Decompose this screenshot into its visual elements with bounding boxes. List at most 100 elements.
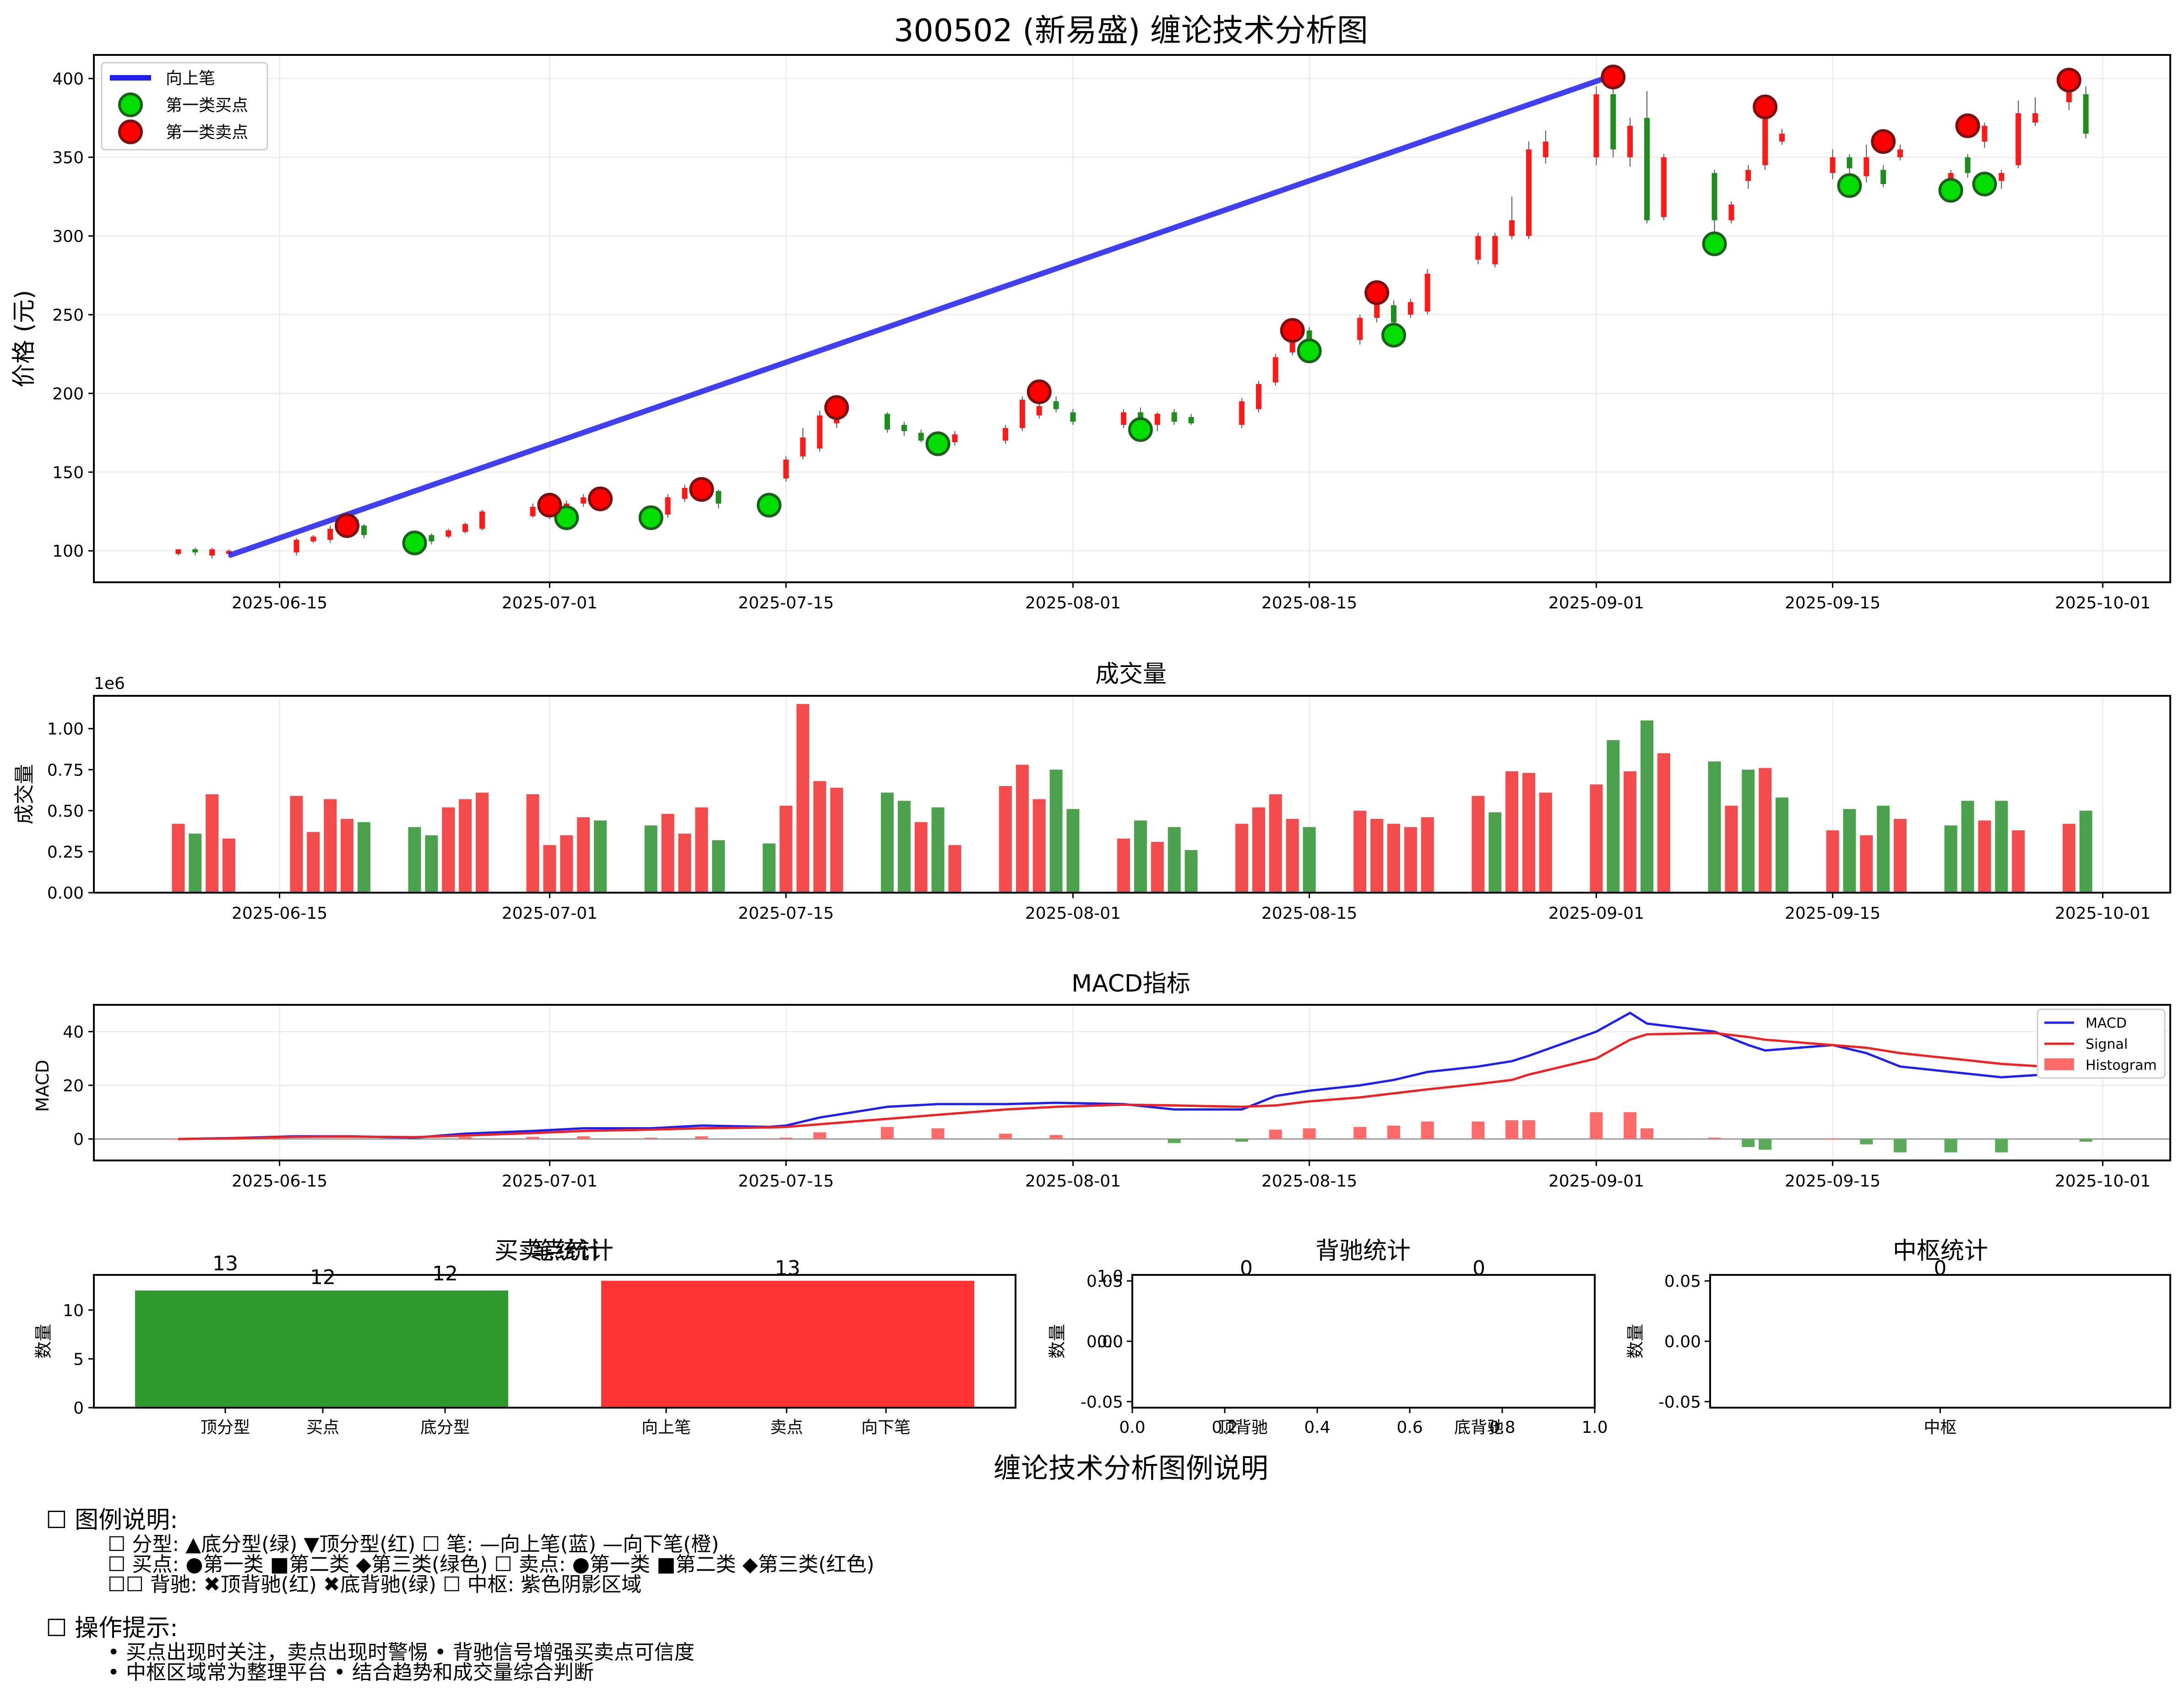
volume-xtick-label: 2025-08-01 xyxy=(1025,904,1121,923)
volume-bar xyxy=(2012,830,2025,893)
volume-bar xyxy=(1539,792,1552,893)
candle-body xyxy=(1728,204,1734,221)
volume-xtick-label: 2025-07-15 xyxy=(738,904,834,923)
stats-bar-value-label: 12 xyxy=(432,1262,458,1285)
macd-histogram-bar xyxy=(1387,1125,1400,1139)
stats-div-xtick-label: 0.8 xyxy=(1489,1418,1515,1437)
volume-bar xyxy=(1607,740,1620,893)
macd-histogram-bar xyxy=(1708,1138,1721,1139)
macd-legend-label: MACD xyxy=(2086,1015,2127,1031)
macd-title: MACD指标 xyxy=(1071,970,1190,997)
macd-histogram-bar xyxy=(290,1138,303,1139)
candle-body xyxy=(1188,417,1194,423)
legend-line-2: ☐ 买点: ●第一类 ■第二类 ◆第三类(绿色) ☐ 卖点: ●第一类 ■第二类… xyxy=(108,1553,875,1576)
price-legend-label: 向上笔 xyxy=(166,69,215,88)
price-ytick-label: 200 xyxy=(52,385,84,403)
buy-point-marker xyxy=(1128,417,1153,442)
macd-histogram-bar xyxy=(1759,1139,1772,1150)
buy-point-marker xyxy=(1381,323,1406,348)
macd-histogram-bar xyxy=(1742,1139,1755,1147)
ops-line-2: • 中枢区域常为整理平台 • 结合趋势和成交量综合判断 xyxy=(108,1661,594,1684)
stats-div-xtick-label: 1.0 xyxy=(1581,1418,1608,1437)
candle-body xyxy=(1762,110,1768,165)
stats-buy-bar xyxy=(135,1290,508,1408)
macd-ylabel: MACD xyxy=(33,1060,53,1112)
stats-div-value-label: 0 xyxy=(1472,1257,1485,1280)
volume-bar xyxy=(1877,806,1890,893)
volume-bar xyxy=(459,799,472,893)
volume-bar xyxy=(695,807,708,893)
stats-div-category-label: 顶背驰 xyxy=(1218,1418,1268,1437)
volume-bar xyxy=(1370,818,1384,893)
stats-zs-title: 中枢统计 xyxy=(1893,1237,1988,1265)
candle-body xyxy=(1627,125,1633,157)
macd-histogram-bar xyxy=(1353,1127,1367,1139)
stats-bar-ytick-label: 0 xyxy=(73,1399,84,1418)
volume-bar xyxy=(2079,810,2092,893)
candle-body xyxy=(1644,118,1650,221)
macd-histogram-bar xyxy=(880,1127,894,1139)
volume-ytick-label: 0.25 xyxy=(47,843,84,862)
price-ytick-label: 300 xyxy=(52,227,84,246)
candle-body xyxy=(479,511,485,529)
stats-bar-category-label: 向下笔 xyxy=(861,1418,911,1437)
candle-body xyxy=(1171,412,1177,422)
sell-point-marker xyxy=(1753,94,1778,119)
volume-bar xyxy=(1134,820,1147,893)
volume-bar xyxy=(307,832,320,893)
candle-body xyxy=(884,414,890,430)
sell-point-marker xyxy=(2056,68,2081,93)
candle-body xyxy=(1965,157,1971,173)
stats-bar-value-label: 13 xyxy=(775,1257,800,1280)
price-ytick-label: 100 xyxy=(52,542,84,561)
volume-bar xyxy=(290,796,303,893)
stats-zs-ylabel: 数量 xyxy=(1625,1324,1646,1359)
volume-bar xyxy=(712,840,725,893)
buy-point-marker xyxy=(638,505,663,531)
volume-xtick-label: 2025-09-01 xyxy=(1548,904,1644,923)
sell-point-marker xyxy=(689,477,714,502)
candle-body xyxy=(1711,173,1717,221)
volume-bar xyxy=(1168,827,1181,893)
macd-histogram-bar xyxy=(695,1136,708,1139)
volume-bar xyxy=(1353,810,1367,893)
volume-bar xyxy=(1978,820,1991,893)
volume-bar xyxy=(1894,818,1907,893)
volume-bar xyxy=(1151,841,1164,893)
price-legend-box xyxy=(101,62,268,151)
stats-div-ytick-label: 0.05 xyxy=(1087,1272,1123,1291)
macd-legend: MACD Signal Histogram xyxy=(2037,1008,2166,1079)
volume-bar xyxy=(543,845,556,893)
buy-point-marker xyxy=(925,431,951,456)
signal-line xyxy=(178,1032,2086,1140)
macd-histogram-bar xyxy=(1303,1128,1316,1139)
stats-zs-ytick-label: 0.00 xyxy=(1664,1333,1701,1351)
candle-body xyxy=(800,437,806,456)
macd-histogram-bar xyxy=(1944,1139,1957,1153)
volume-bar xyxy=(1269,794,1282,893)
legend-explanation: ☐ 图例说明: ☐ 分型: ▲底分型(绿) ▼顶分型(红) ☐ 笔: —向上笔(… xyxy=(46,1506,875,1702)
candle-body xyxy=(1863,157,1869,176)
stats-div-xtick-label: 0.6 xyxy=(1396,1418,1423,1437)
candle-body xyxy=(1036,406,1042,416)
candle-body xyxy=(682,488,688,499)
volume-bar xyxy=(1404,827,1417,893)
price-ytick-label: 250 xyxy=(52,306,84,325)
volume-bar xyxy=(1032,799,1046,893)
macd-legend-label: Histogram xyxy=(2086,1057,2157,1073)
volume-bar xyxy=(1303,827,1316,893)
price-panel: 价格 (元) 2025-06-15 2025-07-01 2025-07-15 202… xyxy=(11,54,2171,613)
candle-body xyxy=(1154,414,1160,425)
stats-bar-value-label: 13 xyxy=(212,1252,238,1275)
buy-point-marker xyxy=(1702,231,1727,256)
stats-div-category-label: 底背驰 xyxy=(1454,1418,1504,1437)
volume-bar xyxy=(172,824,185,893)
sell-point-marker xyxy=(1601,65,1626,90)
candle-body xyxy=(209,549,215,556)
candle-body xyxy=(1053,401,1059,409)
candle-body xyxy=(1999,173,2005,181)
volume-bar xyxy=(1742,770,1755,893)
candle-body xyxy=(2083,94,2089,134)
